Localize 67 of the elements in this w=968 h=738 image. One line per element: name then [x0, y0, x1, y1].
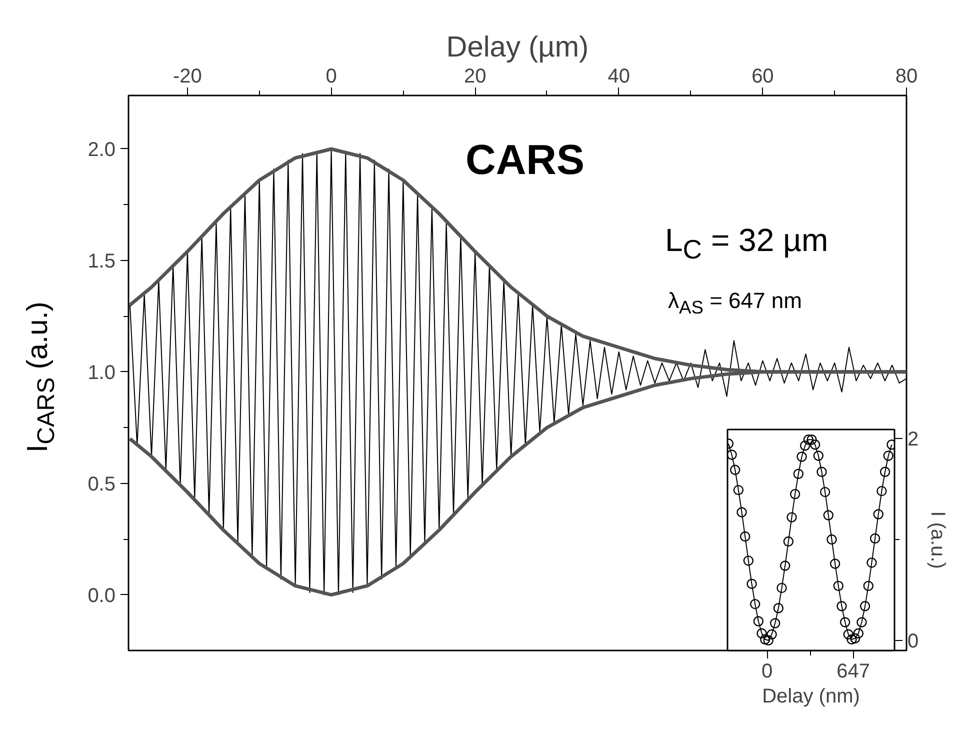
point	[856, 617, 867, 628]
point	[866, 558, 877, 568]
x-tick-label: 647	[836, 660, 870, 682]
point	[753, 616, 764, 626]
x-tick-label: 20	[464, 66, 486, 88]
x-tick-label: 40	[608, 66, 630, 88]
point	[786, 512, 797, 522]
x-tick-label: -20	[173, 66, 202, 88]
point	[833, 580, 844, 592]
point	[760, 634, 770, 644]
point	[836, 601, 847, 612]
point	[870, 533, 880, 544]
point	[876, 486, 887, 496]
y-tick-label: 1.5	[88, 250, 116, 272]
point	[863, 580, 874, 592]
point	[776, 582, 787, 594]
annotation: CARS	[465, 136, 584, 184]
point	[736, 507, 747, 518]
point	[816, 466, 827, 477]
point	[810, 440, 820, 450]
x-tick-label: 0	[326, 66, 337, 88]
point	[843, 629, 854, 640]
point	[730, 464, 740, 475]
x-tick-label: 80	[895, 66, 918, 88]
point	[883, 450, 894, 461]
point	[853, 628, 864, 638]
point	[783, 536, 794, 547]
annotation: λ$_{AS}$ = 647 nm	[668, 288, 802, 318]
point	[880, 466, 890, 477]
point	[850, 633, 860, 644]
point	[728, 450, 737, 460]
annotation: L$_{C}$ = 32 µm	[665, 222, 828, 265]
point	[746, 578, 757, 589]
point	[743, 556, 754, 566]
point	[740, 531, 750, 542]
y-axis-title: I (a.u.)	[926, 511, 949, 569]
point	[823, 510, 834, 520]
point	[756, 628, 767, 638]
y-tick-label: 2.0	[88, 138, 116, 161]
y-tick-label: 0.0	[88, 584, 116, 607]
point	[796, 452, 807, 462]
point	[790, 488, 800, 500]
point	[800, 440, 810, 451]
point	[763, 635, 774, 646]
point	[750, 598, 760, 610]
point	[820, 486, 830, 498]
point	[766, 629, 777, 640]
point	[733, 484, 744, 496]
point	[830, 558, 840, 569]
y-tick-label: 0.5	[88, 473, 116, 496]
x-tick-label: 60	[752, 66, 774, 88]
point	[826, 534, 837, 545]
point	[806, 434, 817, 445]
point	[773, 603, 784, 614]
point	[873, 509, 884, 520]
point	[813, 450, 824, 461]
x-axis-title: Delay (nm)	[762, 686, 860, 708]
point	[840, 617, 850, 628]
y-tick-label: 1.0	[88, 362, 116, 384]
point	[860, 601, 870, 612]
point	[846, 634, 857, 644]
x-axis-title: Delay (µm)	[446, 32, 589, 64]
point	[770, 618, 780, 628]
y-tick-label: 2	[908, 428, 919, 451]
point	[803, 434, 814, 445]
point	[780, 560, 790, 571]
point	[793, 468, 804, 479]
